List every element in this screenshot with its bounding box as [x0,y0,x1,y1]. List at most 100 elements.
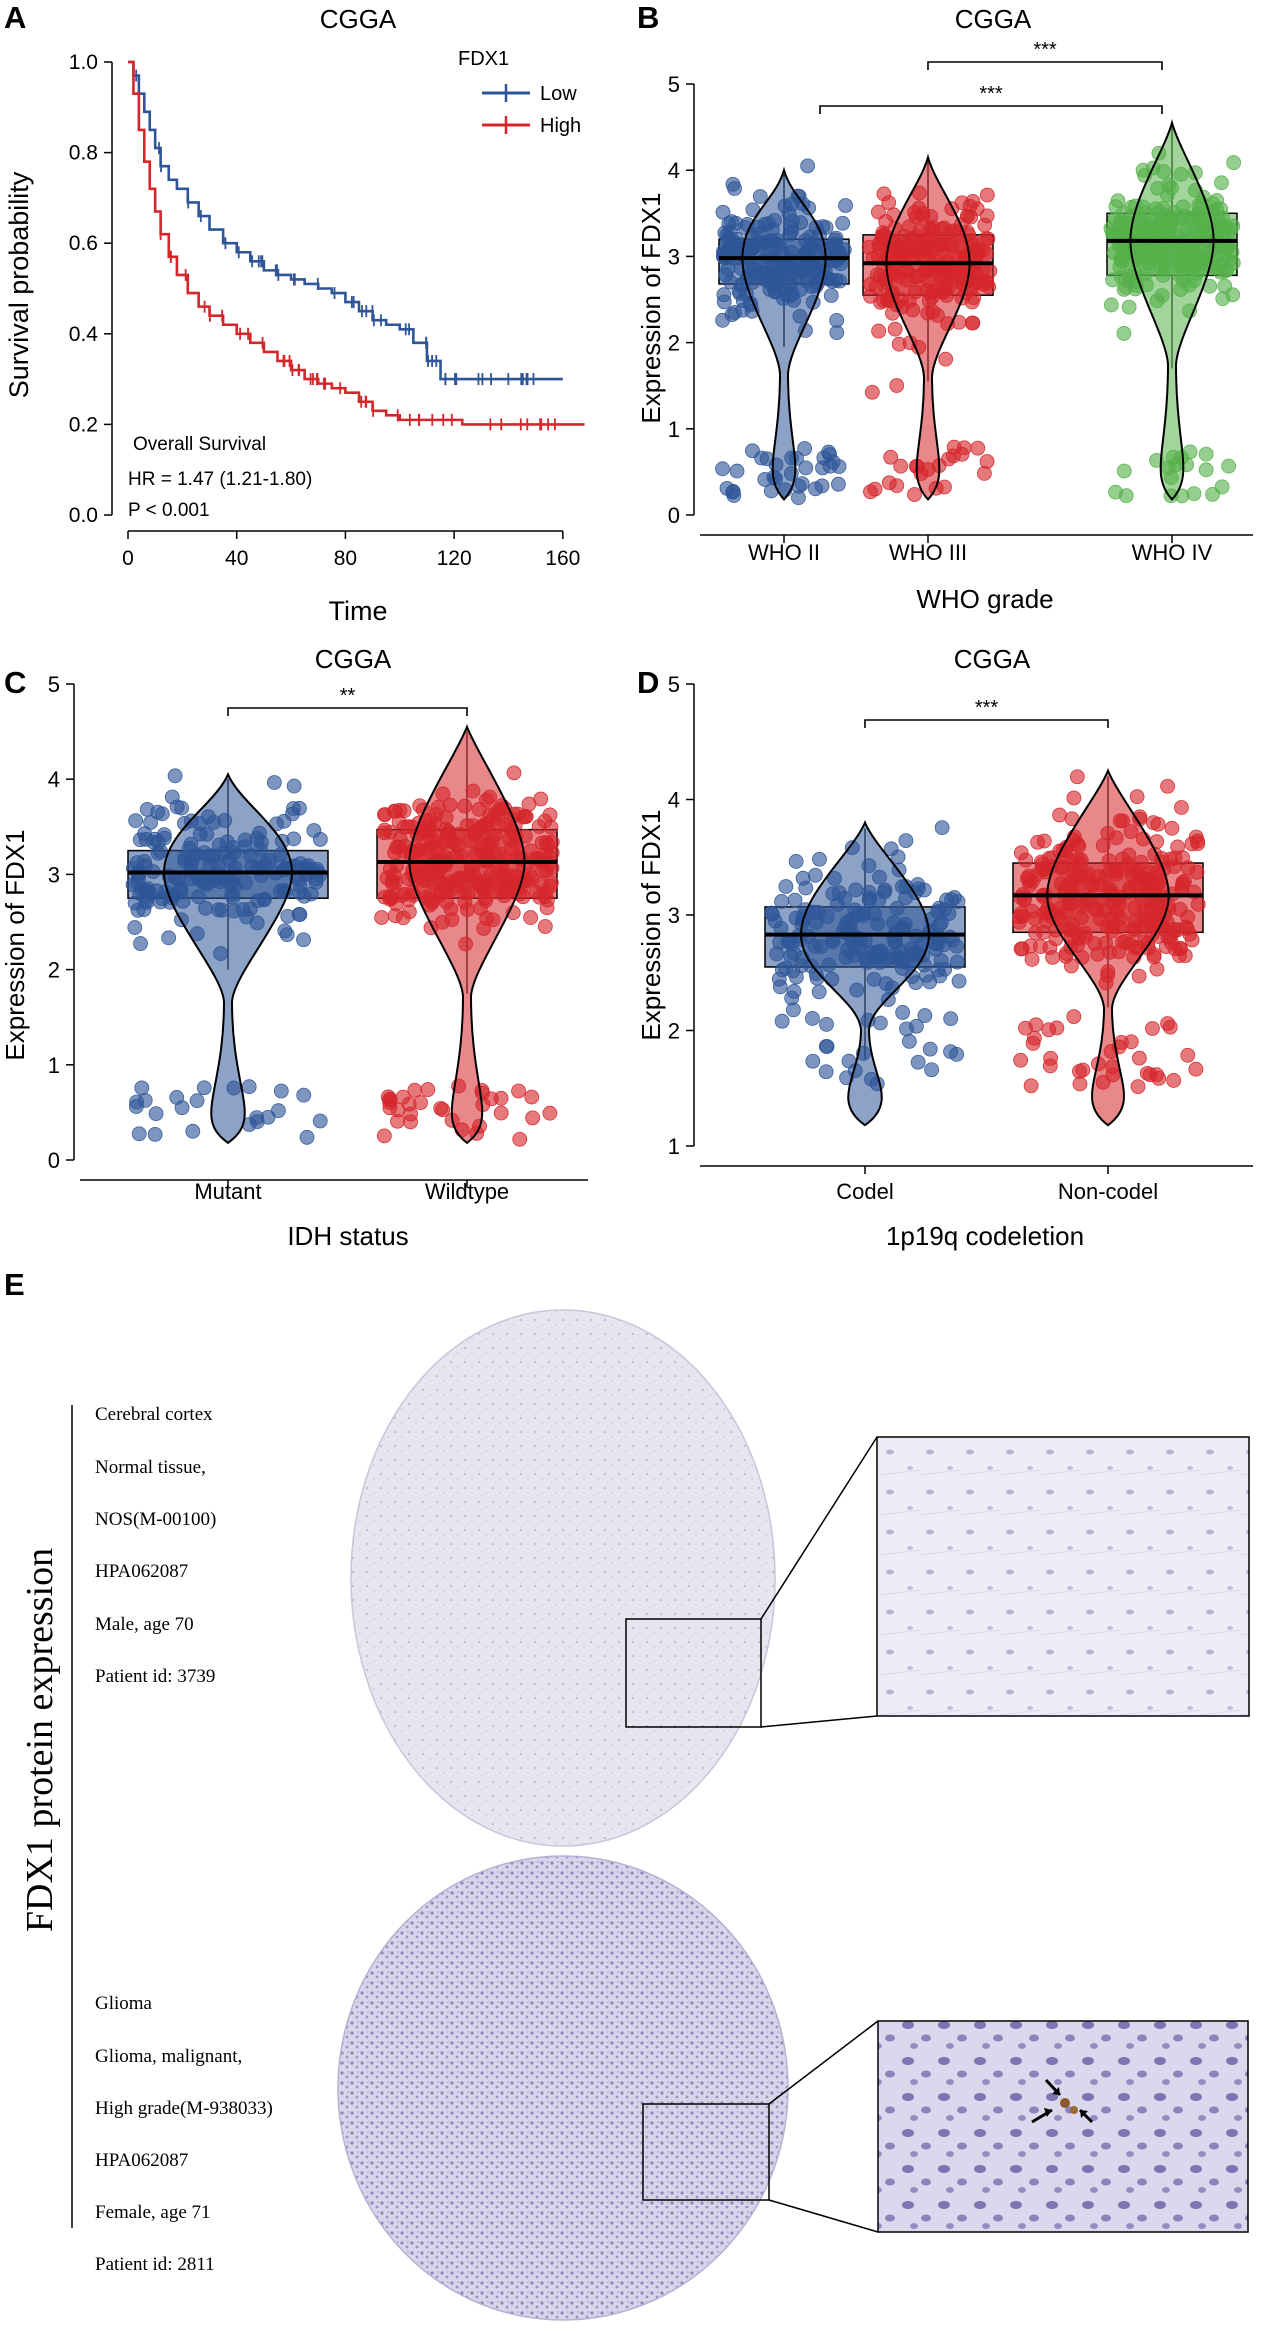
data-point [976,465,992,481]
data-point [174,800,190,816]
data-point [189,1093,205,1109]
data-point [280,908,296,924]
data-point [138,893,154,909]
data-point [930,936,945,952]
normal-zoom-image [876,1436,1250,1717]
panel-b-title: CGGA [955,4,1032,34]
data-point [528,884,544,900]
normal-info-tissue: Normal tissue, [95,1457,206,1478]
y-tick-label: 4 [48,767,60,792]
y-tick-label: 1 [668,417,680,442]
panel-letter-b: B [637,0,659,35]
significance-label: *** [1033,39,1057,61]
data-point [871,323,887,339]
data-point [887,321,903,337]
data-point [819,1017,834,1032]
data-point [150,845,166,861]
data-point [881,475,897,491]
glioma-tissue-info: Glioma Glioma, malignant, High grade(M-9… [95,1993,273,2275]
data-point [838,198,853,213]
violin-codel [799,820,931,1127]
data-point [1160,778,1176,794]
data-point [1219,262,1235,278]
data-point [164,789,180,805]
data-point [774,1013,790,1029]
data-point [390,1113,405,1129]
panel-letter-a: A [4,0,26,35]
data-point [960,208,975,224]
data-point [1186,486,1202,502]
annotation-hazard-ratio: HR = 1.47 (1.21-1.80) [128,469,312,490]
data-point [883,449,899,465]
panel-a-xlabel: Time [329,596,388,626]
panel-d-1p19q-chart: CGGA 1p19q codeletion Expression of FDX1… [636,644,1253,1251]
data-point [1172,948,1187,963]
y-tick-label: 0.0 [69,504,98,527]
significance-label: *** [979,83,1003,105]
data-point [286,778,302,794]
data-point [891,336,907,352]
data-point [493,1090,509,1106]
data-point [433,1100,449,1116]
x-tick-label: 0 [122,547,134,570]
data-point [147,1126,163,1142]
data-point [506,765,522,781]
data-point [1188,1061,1204,1077]
data-point [1024,874,1040,889]
data-point [969,242,985,258]
data-point [1130,1079,1146,1095]
data-point [196,1080,212,1096]
data-point [134,1080,150,1096]
glioma-info-antibody: HPA062087 [95,2150,188,2171]
data-point [934,820,950,836]
data-point [395,910,411,926]
data-point [537,813,553,829]
data-point [1198,462,1214,478]
data-point [805,1011,820,1026]
glioma-zoom-connector-top [768,2020,879,2105]
data-point [1180,909,1196,925]
legend-label-high: High [540,115,581,137]
data-point [729,463,745,479]
panel-d-title: CGGA [954,644,1031,674]
data-point [841,1053,857,1069]
significance-bracket [819,105,1163,114]
data-point [909,1018,924,1034]
data-point [523,910,539,925]
data-point [386,867,402,883]
panel-b-ylabel: Expression of FDX1 [636,192,666,423]
data-point [950,894,966,909]
y-tick-label: 2 [48,958,60,983]
significance-label: *** [975,697,999,719]
data-point [975,276,991,292]
data-point [1205,486,1220,502]
data-point [1225,287,1241,303]
data-point [745,443,760,459]
data-point [829,312,845,328]
data-point [1145,815,1161,831]
data-point [395,1089,411,1105]
data-point [1131,968,1147,984]
data-point [774,894,789,909]
y-tick-label: 1 [668,1134,680,1159]
data-point [895,1005,911,1020]
legend-title: FDX1 [458,48,509,70]
data-point [1160,1016,1176,1031]
data-point [1214,175,1229,191]
data-point [795,870,811,886]
glioma-info-patient: Female, age 71 [95,2202,211,2223]
data-point [129,1094,145,1110]
glioma-zoom-image [877,2020,1249,2233]
km-curve-low [128,60,563,381]
y-tick-label: 0 [48,1148,60,1173]
data-point [1025,1036,1041,1051]
data-point [893,458,909,474]
data-point [922,1041,938,1057]
data-point [374,910,390,925]
data-point [1113,213,1129,228]
data-point [299,1129,315,1145]
y-tick-label: 2 [668,1019,680,1044]
data-point [1166,1073,1182,1088]
y-tick-label: 5 [668,672,680,697]
